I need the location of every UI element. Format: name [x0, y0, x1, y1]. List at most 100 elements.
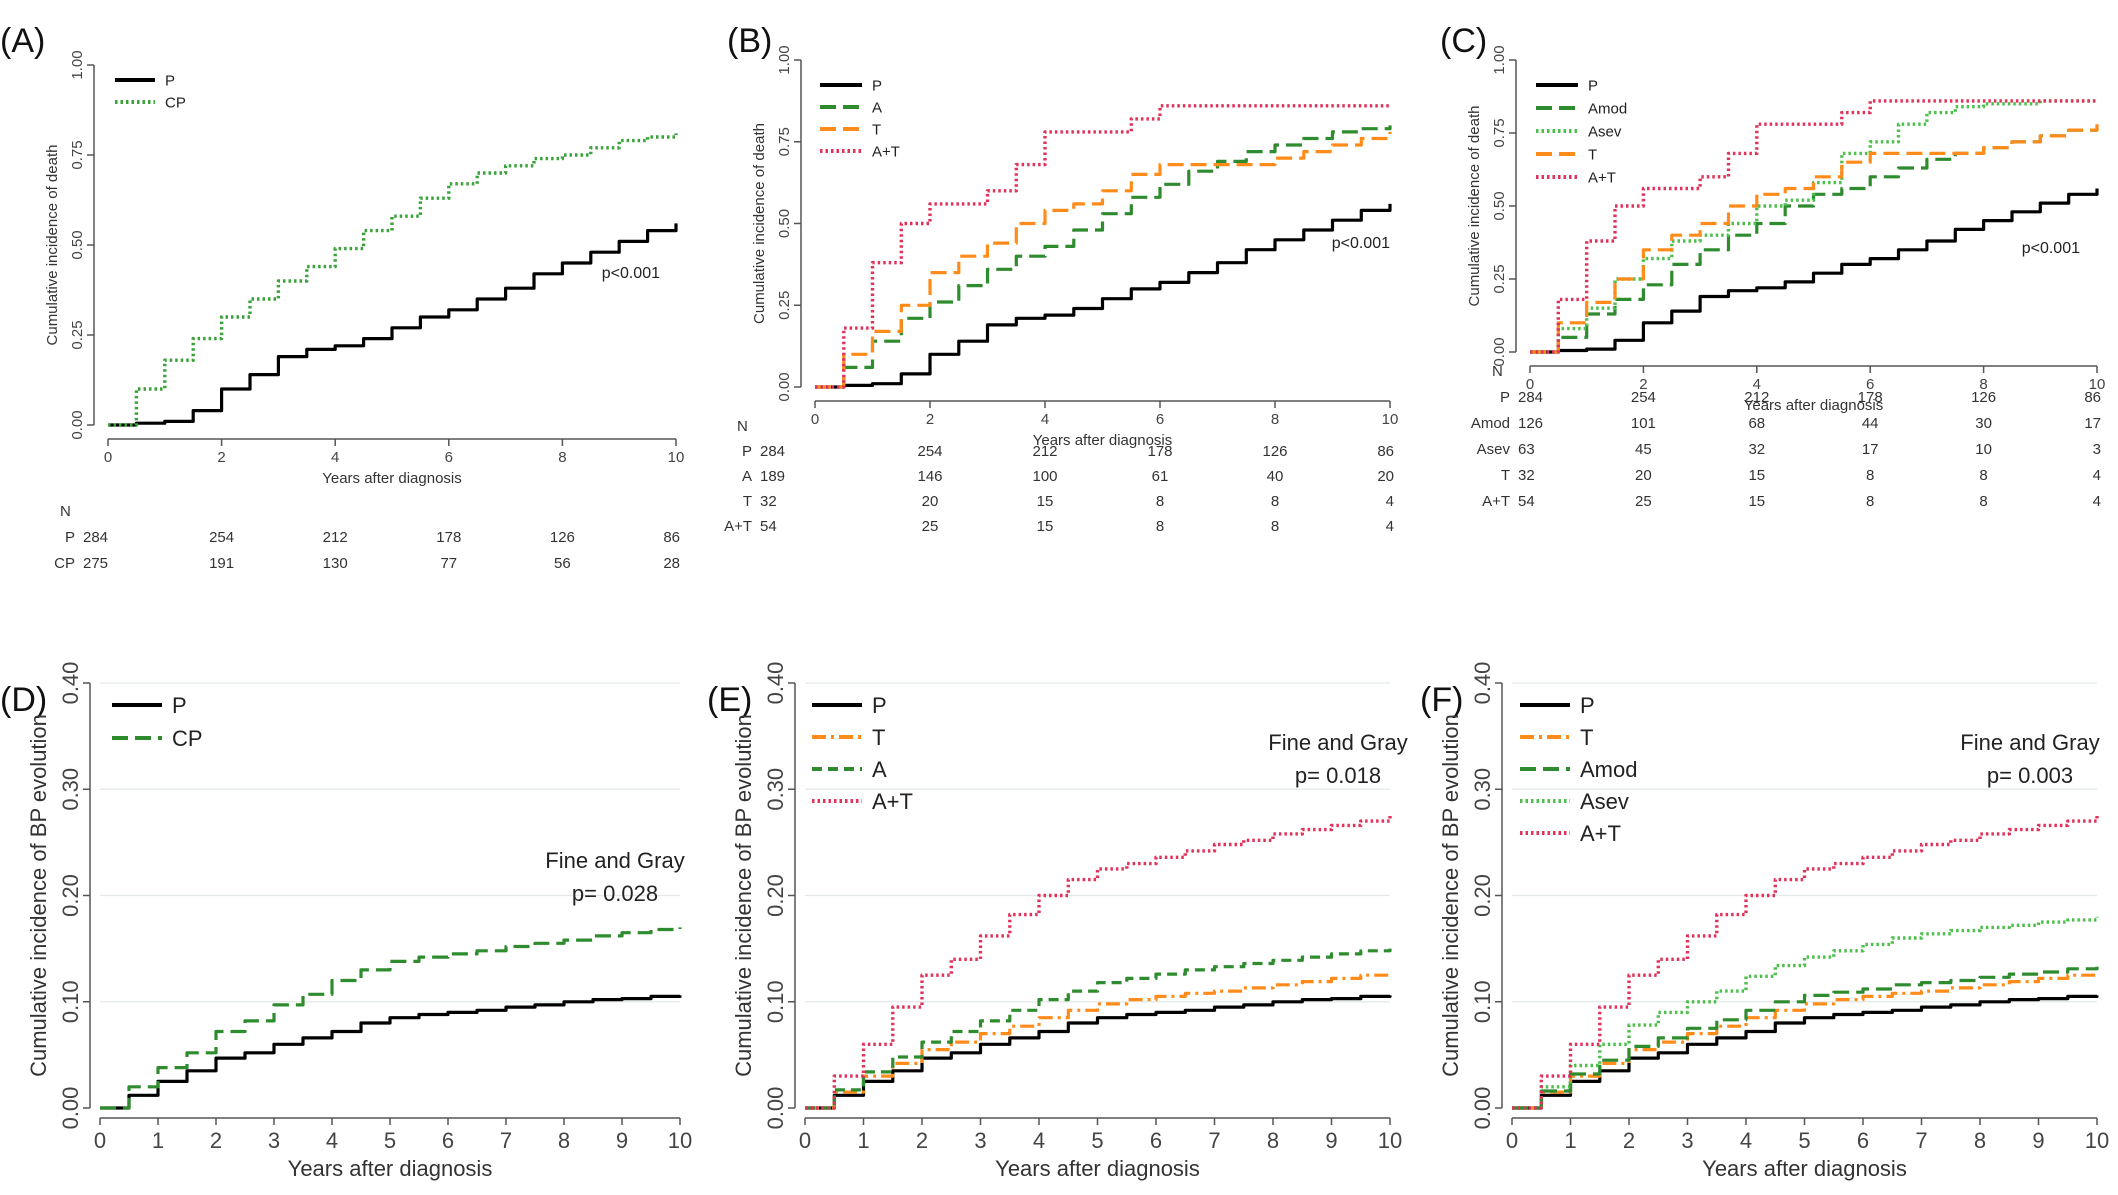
y-tick-label: 1.00	[69, 50, 86, 79]
risk-value: 25	[1635, 493, 1652, 510]
y-tick-label: 0.00	[1470, 1087, 1495, 1130]
risk-value: 8	[1156, 518, 1164, 535]
risk-row-label: P	[65, 529, 75, 546]
panel-e: (E) 0 1 2 3 4 5 6 7 8 9 10 0.00 0.10 0.20 0.30 0.40 Years…	[707, 662, 1408, 1181]
y-axis-title: Cumulative incidence of death	[1466, 106, 1483, 307]
x-tick-label: 8	[1974, 1128, 1986, 1153]
risk-value: 189	[760, 468, 785, 485]
risk-value: 8	[1979, 467, 1987, 484]
x-tick-label: 9	[616, 1128, 628, 1153]
risk-value: 15	[1748, 493, 1765, 510]
series-line-t	[815, 131, 1392, 389]
risk-value: 254	[209, 529, 234, 546]
y-tick-label: 0.25	[776, 291, 793, 320]
risk-value: 126	[550, 529, 575, 546]
risk-row-label: A+T	[1482, 493, 1510, 510]
x-tick-label: 4	[331, 449, 339, 466]
x-tick-label: 8	[1271, 411, 1279, 428]
series-line-p	[1530, 188, 2099, 354]
risk-value: 44	[1862, 415, 1879, 432]
x-axis-title: Years after diagnosis	[1702, 1156, 1907, 1181]
x-tick-label: 8	[558, 1128, 570, 1153]
risk-table: NP 284 254 212 178 126 86 CP 275 191 130 77 56 28	[54, 503, 680, 572]
panel-f: (F) 0 1 2 3 4 5 6 7 8 9 10 0.00 0.10 0.20 0.30 0.40 Years…	[1420, 662, 2109, 1181]
y-tick-label: 0.20	[58, 874, 83, 917]
annotation: p<0.001	[2022, 240, 2080, 257]
series-line-a	[815, 125, 1392, 389]
risk-value: 284	[1518, 389, 1543, 406]
panel-label: (D)	[0, 681, 47, 719]
annotation: Fine and Gray	[1268, 730, 1407, 755]
risk-value: 86	[1377, 443, 1394, 460]
x-tick-label: 2	[916, 1128, 928, 1153]
y-tick-label: 0.75	[69, 140, 86, 169]
annotation: Fine and Gray	[545, 848, 684, 873]
risk-row-label: P	[1500, 389, 1510, 406]
x-tick-label: 9	[1325, 1128, 1337, 1153]
legend: P CP	[112, 693, 203, 751]
x-tick-label: 6	[1150, 1128, 1162, 1153]
y-tick-label: 0.30	[1470, 768, 1495, 811]
risk-row-label: P	[742, 443, 752, 460]
risk-row-label: CP	[54, 555, 75, 572]
x-tick-label: 0	[104, 449, 112, 466]
legend: PAT A+T	[820, 77, 900, 160]
y-tick-label: 0.00	[776, 372, 793, 401]
legend-label: CP	[172, 726, 203, 751]
y-tick-label: 0.40	[1470, 662, 1495, 705]
x-tick-label: 7	[1915, 1128, 1927, 1153]
x-tick-label: 8	[558, 449, 566, 466]
x-tick-label: 10	[2089, 376, 2106, 393]
y-tick-label: 0.00	[1491, 337, 1508, 366]
y-tick-label: 0.30	[58, 768, 83, 811]
risk-table-header: N	[737, 418, 748, 435]
x-axis-title: Years after diagnosis	[1744, 397, 1884, 414]
risk-value: 8	[1866, 467, 1874, 484]
risk-value: 17	[1862, 441, 1879, 458]
legend-label: T	[872, 121, 881, 138]
annotation: p= 0.018	[1295, 763, 1381, 788]
x-tick-label: 10	[2085, 1128, 2109, 1153]
legend-label: T	[1580, 725, 1593, 750]
annotation: p<0.001	[602, 265, 660, 282]
series-line-cp	[100, 927, 682, 1110]
legend-label: A+T	[872, 789, 913, 814]
risk-value: 54	[1518, 493, 1535, 510]
risk-table: NP 284 254 212 178 126 86A 189 146 100 61 40 20T 32 20…	[724, 418, 1394, 535]
risk-value: 275	[83, 555, 108, 572]
x-tick-label: 0	[811, 411, 819, 428]
risk-table-header: N	[60, 503, 71, 520]
risk-value: 3	[2093, 441, 2101, 458]
legend-label: P	[172, 693, 187, 718]
x-tick-label: 8	[1267, 1128, 1279, 1153]
y-tick-label: 0.00	[58, 1087, 83, 1130]
risk-value: 8	[1271, 518, 1279, 535]
legend-label: T	[1588, 146, 1597, 163]
x-tick-label: 3	[268, 1128, 280, 1153]
series-line-a-t	[1530, 99, 2097, 354]
series-line-asev	[1530, 99, 2097, 354]
legend-label: A	[872, 757, 887, 782]
risk-row-label: Asev	[1477, 441, 1511, 458]
risk-value: 146	[917, 468, 942, 485]
legend-label: P	[872, 693, 887, 718]
y-tick-label: 0.40	[763, 662, 788, 705]
risk-table-header: N	[1492, 363, 1503, 380]
risk-value: 4	[1386, 518, 1394, 535]
series-line-a-t	[815, 104, 1390, 389]
risk-value: 32	[1748, 441, 1765, 458]
x-tick-label: 2	[1639, 376, 1647, 393]
x-tick-label: 3	[974, 1128, 986, 1153]
risk-value: 32	[760, 493, 777, 510]
x-tick-label: 7	[1208, 1128, 1220, 1153]
x-tick-label: 4	[326, 1128, 338, 1153]
risk-value: 15	[1037, 518, 1054, 535]
risk-value: 178	[1858, 389, 1883, 406]
y-tick-label: 0.25	[1491, 264, 1508, 293]
x-tick-label: 2	[926, 411, 934, 428]
series-line-t	[805, 972, 1392, 1110]
panel-label: (B)	[727, 22, 772, 60]
y-tick-label: 0.20	[763, 874, 788, 917]
risk-value: 15	[1748, 467, 1765, 484]
